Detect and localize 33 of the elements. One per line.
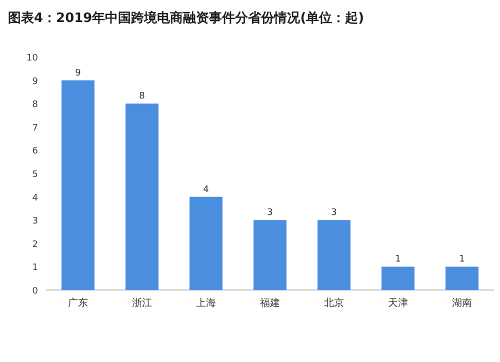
y-tick-label: 0 [32, 286, 38, 296]
data-label: 1 [395, 254, 401, 265]
x-tick-label: 上海 [196, 297, 216, 309]
bar [318, 220, 350, 290]
bar [254, 220, 286, 290]
y-tick-label: 10 [26, 54, 38, 64]
y-tick-label: 2 [32, 240, 38, 250]
bar [126, 104, 158, 290]
chart-title: 图表4：2019年中国跨境电商融资事件分省份情况(单位：起) [8, 10, 364, 26]
y-tick-label: 9 [32, 76, 38, 87]
x-tick-label: 湖南 [452, 297, 472, 309]
bar [382, 266, 414, 290]
bar [446, 266, 478, 290]
bar [62, 80, 94, 290]
data-label: 9 [75, 68, 82, 78]
x-tick-label: 天津 [388, 297, 408, 309]
x-tick-label: 浙江 [132, 297, 152, 309]
y-tick-label: 8 [32, 100, 38, 110]
y-tick-label: 7 [32, 123, 38, 134]
y-tick-label: 3 [32, 216, 38, 227]
y-tick-label: 4 [32, 193, 38, 204]
data-label: 8 [139, 92, 146, 102]
data-label: 3 [331, 208, 337, 218]
y-tick-label: 5 [32, 170, 38, 180]
y-tick-label: 6 [32, 146, 38, 157]
x-tick-label: 北京 [324, 297, 344, 309]
y-tick-label: 1 [32, 263, 38, 274]
data-label: 1 [459, 254, 465, 265]
data-label: 3 [267, 208, 273, 218]
data-label: 4 [203, 184, 210, 195]
bar [190, 196, 222, 290]
x-tick-label: 广东 [68, 297, 88, 309]
x-tick-label: 福建 [260, 297, 280, 309]
